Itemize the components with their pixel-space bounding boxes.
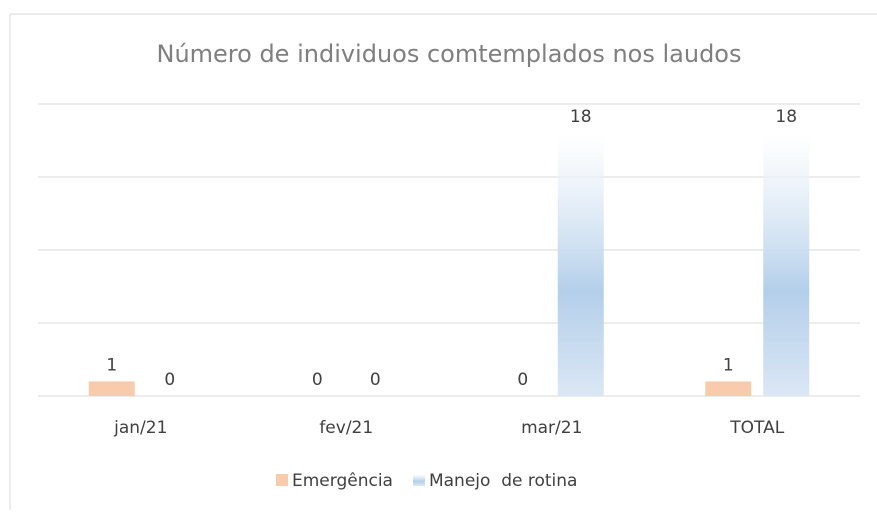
x-tick-label: fev/21 [319, 418, 373, 438]
legend-swatch [276, 474, 288, 486]
bar [557, 133, 604, 396]
bar [88, 381, 135, 396]
data-label: 0 [164, 370, 175, 390]
bar [705, 381, 752, 396]
legend-swatch [412, 474, 425, 486]
legend-label: Emergência [292, 471, 393, 491]
data-label: 1 [723, 355, 734, 375]
legend-label: Manejo de rotina [429, 471, 578, 491]
data-label: 0 [517, 370, 528, 390]
data-label: 0 [312, 370, 323, 390]
x-tick-label: mar/21 [521, 418, 582, 438]
chart-border [9, 13, 877, 514]
bar [763, 133, 810, 396]
data-label: 0 [370, 370, 381, 390]
data-label: 18 [775, 107, 797, 127]
data-label: 1 [106, 355, 117, 375]
data-label: 18 [570, 107, 592, 127]
x-tick-label: jan/21 [113, 418, 167, 438]
x-tick-label: TOTAL [729, 418, 784, 438]
chart-title: Número de individuos comtemplados nos la… [156, 40, 741, 68]
